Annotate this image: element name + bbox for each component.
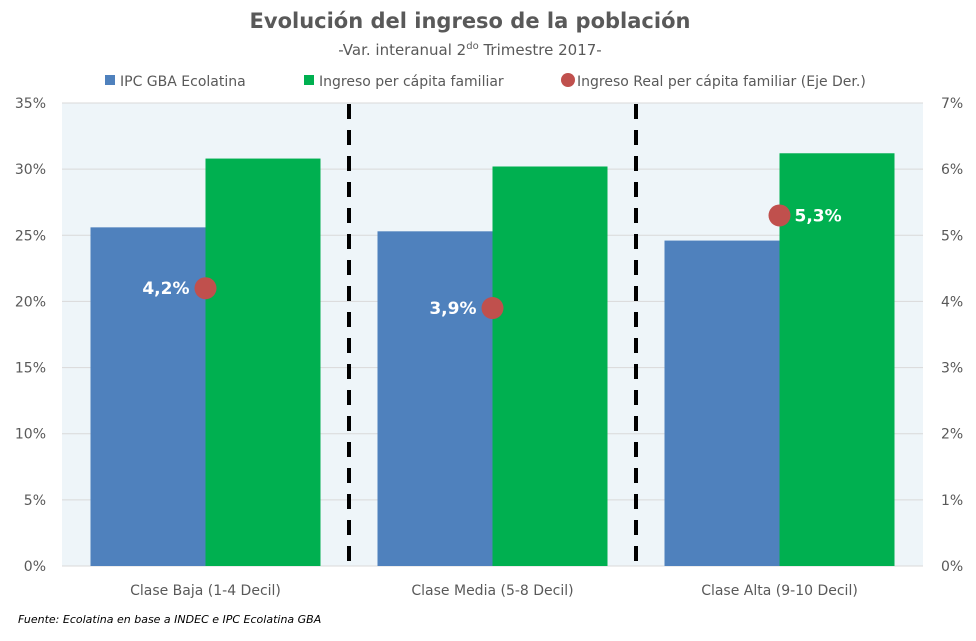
legend-marker-ingreso (304, 75, 314, 85)
scatter-points: 4,2% 3,9% 5,3% (142, 204, 842, 320)
source-note: Fuente: Ecolatina en base a INDEC e IPC … (18, 613, 321, 626)
legend-label-ingreso: Ingreso per cápita familiar (319, 74, 504, 90)
y-left-tick-label: 0% (24, 559, 46, 575)
chart-title: Evolución del ingreso de la población (250, 9, 691, 33)
legend-label-ingreso-real: Ingreso Real per cápita familiar (Eje De… (577, 74, 866, 90)
chart-subtitle: -Var. interanual 2do Trimestre 2017- (338, 41, 601, 59)
bar-ingreso (492, 166, 608, 567)
scatter-point (768, 204, 791, 227)
y-left-tick-label: 15% (15, 361, 46, 377)
x-category-label: Clase Media (5-8 Decil) (411, 583, 573, 599)
x-category-label: Clase Alta (9-10 Decil) (701, 583, 858, 599)
legend: IPC GBA Ecolatina Ingreso per cápita fam… (105, 73, 866, 90)
y-right-tick-label: 5% (941, 228, 963, 244)
x-axis: Clase Baja (1-4 Decil) Clase Media (5-8 D… (130, 583, 858, 599)
y-right-tick-label: 7% (941, 96, 963, 112)
bar-ipc (90, 227, 206, 566)
y-axis-left: 0% 5% 10% 15% 20% 25% 30% 35% (15, 96, 46, 575)
scatter-point (481, 297, 504, 320)
legend-label-ipc: IPC GBA Ecolatina (120, 74, 246, 90)
y-left-tick-label: 30% (15, 162, 46, 178)
bar-ipc (664, 240, 780, 566)
y-left-tick-label: 35% (15, 96, 46, 112)
y-right-tick-label: 1% (941, 493, 963, 509)
y-right-tick-label: 2% (941, 427, 963, 443)
data-label: 5,3% (795, 206, 842, 226)
y-left-tick-label: 25% (15, 228, 46, 244)
legend-marker-ipc (105, 75, 115, 85)
legend-marker-ingreso-real (561, 73, 575, 87)
y-right-tick-label: 4% (941, 294, 963, 310)
data-label: 4,2% (142, 279, 189, 299)
bar-ingreso (779, 153, 895, 567)
y-left-tick-label: 5% (24, 493, 46, 509)
bars (90, 153, 895, 567)
bar-ingreso (205, 158, 321, 566)
bar-ipc (377, 231, 493, 566)
y-right-tick-label: 3% (941, 361, 963, 377)
subtitle-prefix: -Var. interanual 2 (338, 41, 466, 59)
y-axis-right: 0% 1% 2% 3% 4% 5% 6% 7% (941, 96, 963, 575)
scatter-point (194, 277, 217, 300)
subtitle-superscript: do (466, 41, 478, 52)
subtitle-suffix: Trimestre 2017- (479, 41, 602, 59)
x-category-label: Clase Baja (1-4 Decil) (130, 583, 281, 599)
y-right-tick-label: 6% (941, 162, 963, 178)
data-label: 3,9% (429, 299, 476, 319)
y-left-tick-label: 20% (15, 294, 46, 310)
y-left-tick-label: 10% (15, 427, 46, 443)
y-right-tick-label: 0% (941, 559, 963, 575)
